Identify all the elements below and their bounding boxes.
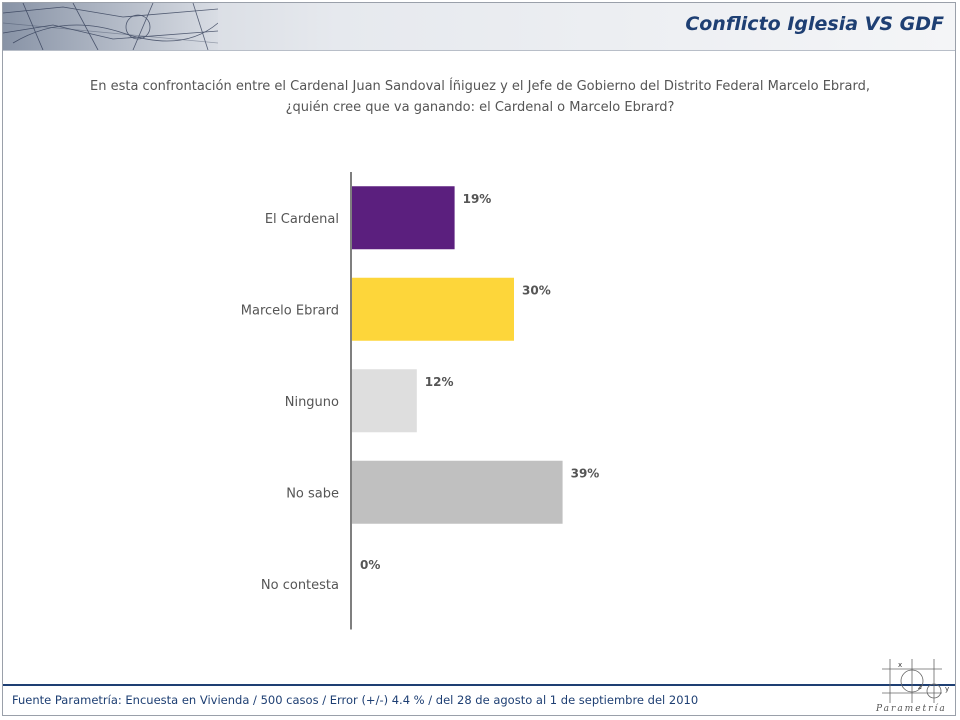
bar	[352, 186, 455, 250]
logo-wordmark: Parametría	[876, 704, 947, 714]
question-text: En esta confrontación entre el Cardenal …	[40, 76, 920, 118]
bar	[352, 369, 417, 433]
data-label: 0%	[360, 558, 380, 572]
logo-axis-y: y	[945, 685, 949, 693]
bar	[352, 460, 563, 524]
category-label: El Cardenal	[265, 212, 339, 227]
question-line-2: ¿quién cree que va ganando: el Cardenal …	[285, 100, 675, 115]
logo-axis-x: x	[898, 661, 902, 669]
category-label: Marcelo Ebrard	[241, 303, 339, 318]
data-label: 19%	[463, 192, 492, 206]
question-line-1: En esta confrontación entre el Cardenal …	[90, 79, 870, 94]
data-label: 30%	[522, 283, 551, 297]
footer-divider	[3, 684, 955, 686]
category-label: Ninguno	[285, 395, 339, 410]
header-map-image	[3, 3, 218, 50]
bar	[352, 277, 514, 341]
page-title: Conflicto Iglesia VS GDF	[685, 13, 944, 35]
data-label: 39%	[571, 466, 600, 480]
parametria-logo: x y z	[882, 659, 949, 703]
logo-axis-z: z	[918, 683, 922, 691]
category-label: No contesta	[261, 578, 339, 593]
category-label: No sabe	[286, 486, 339, 501]
data-label: 12%	[425, 375, 454, 389]
footer-source: Fuente Parametría: Encuesta en Vivienda …	[12, 693, 699, 707]
